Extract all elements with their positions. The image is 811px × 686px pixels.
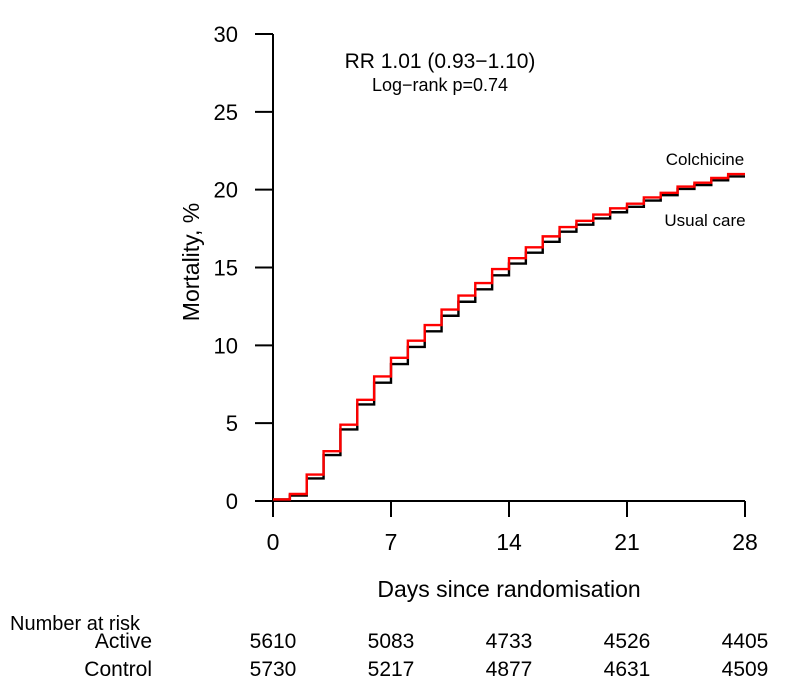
km-curves <box>273 172 745 501</box>
axes: 0 5 10 15 20 25 30 0 7 14 21 28 <box>214 22 758 555</box>
x-tick-label: 21 <box>614 529 640 555</box>
risk-value-active: 4733 <box>486 630 533 653</box>
y-axis-title: Mortality, % <box>178 203 204 321</box>
rate-ratio-annotation: RR 1.01 (0.93−1.10) <box>345 50 536 73</box>
risk-value-control: 4509 <box>722 658 769 681</box>
y-tick-label: 5 <box>226 411 238 436</box>
x-tick-label: 28 <box>732 529 758 555</box>
y-tick-label: 10 <box>214 333 238 358</box>
risk-table-title: Number at risk <box>10 613 141 635</box>
y-tick-label: 15 <box>214 256 238 281</box>
x-tick-label: 14 <box>496 529 522 555</box>
y-tick-label: 25 <box>214 100 238 125</box>
risk-value-active: 5083 <box>368 630 415 653</box>
risk-values: 5610 5083 4733 4526 4405 5730 5217 4877 4631 4509 <box>250 630 769 681</box>
risk-row-label-control: Control <box>84 658 152 681</box>
x-axis-title: Days since randomisation <box>377 576 640 602</box>
risk-value-control: 4877 <box>486 658 533 681</box>
risk-row-label-active: Active <box>95 630 152 653</box>
risk-value-control: 4631 <box>604 658 651 681</box>
x-tick-label: 7 <box>385 529 398 555</box>
x-tick-label: 0 <box>267 529 280 555</box>
logrank-annotation: Log−rank p=0.74 <box>372 75 508 95</box>
y-tick-label: 0 <box>226 489 238 514</box>
km-curve-colchicine <box>273 172 745 501</box>
curve-label-usual-care: Usual care <box>664 211 745 230</box>
curve-label-colchicine: Colchicine <box>666 150 744 169</box>
risk-value-control: 5730 <box>250 658 297 681</box>
risk-value-active: 4405 <box>722 630 769 653</box>
risk-value-active: 5610 <box>250 630 297 653</box>
risk-value-active: 4526 <box>604 630 651 653</box>
y-tick-label: 20 <box>214 178 238 203</box>
risk-value-control: 5217 <box>368 658 415 681</box>
y-tick-label: 30 <box>214 22 238 47</box>
